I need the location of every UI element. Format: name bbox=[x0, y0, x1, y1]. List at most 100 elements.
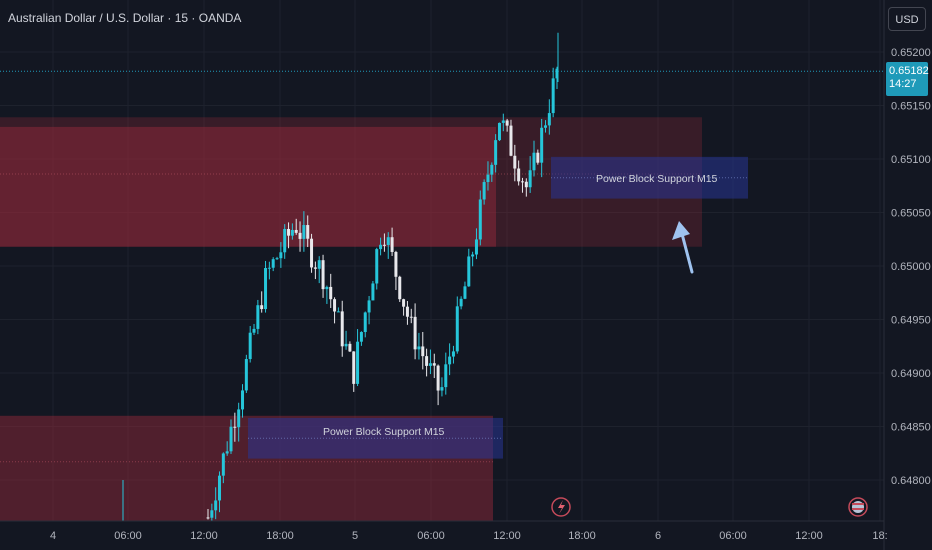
candle-body bbox=[356, 341, 360, 384]
candle-body bbox=[344, 343, 348, 347]
candle-body bbox=[348, 343, 352, 352]
candle-body bbox=[359, 332, 363, 342]
x-tick-label: 18:00 bbox=[266, 530, 294, 542]
candle-body bbox=[325, 286, 329, 290]
candle-body bbox=[260, 305, 264, 310]
candle-body bbox=[482, 182, 486, 200]
candle-body bbox=[333, 299, 337, 312]
candle-body bbox=[379, 244, 383, 250]
candle-body bbox=[221, 453, 225, 476]
candle-body bbox=[524, 181, 528, 188]
candle-body bbox=[547, 113, 551, 126]
candle-body bbox=[317, 260, 321, 269]
candle-body bbox=[279, 252, 283, 259]
candle-body bbox=[321, 260, 325, 290]
candle-body bbox=[298, 232, 302, 239]
candle-body bbox=[302, 225, 306, 239]
candle-body bbox=[214, 500, 218, 511]
x-tick-label: 18: bbox=[872, 530, 887, 542]
candle-body bbox=[425, 356, 429, 366]
candle-body bbox=[206, 517, 210, 519]
candle-body bbox=[252, 328, 256, 333]
candle-body bbox=[417, 346, 421, 350]
candle-body bbox=[241, 390, 245, 410]
candle-body bbox=[490, 164, 494, 175]
candle-body bbox=[352, 351, 356, 384]
candle-body bbox=[225, 451, 229, 454]
candle-body bbox=[275, 258, 279, 260]
x-tick-label: 12:00 bbox=[190, 530, 218, 542]
symbol-title[interactable]: Australian Dollar / U.S. Dollar · 15 · O… bbox=[8, 11, 242, 25]
candle-body bbox=[233, 426, 237, 428]
candle-body bbox=[505, 120, 509, 126]
candlestick-series bbox=[122, 32, 559, 521]
candle-body bbox=[306, 225, 310, 239]
y-tick-label: 0.65150 bbox=[891, 101, 931, 113]
x-tick-label: 18:00 bbox=[568, 530, 596, 542]
candle-body bbox=[451, 351, 455, 357]
candle-body bbox=[455, 306, 459, 352]
candle-body bbox=[264, 268, 268, 310]
flag-stripe bbox=[852, 503, 864, 505]
y-tick-label: 0.65000 bbox=[891, 261, 931, 273]
candle-body bbox=[313, 267, 317, 269]
candle-body bbox=[536, 152, 540, 163]
candle-body bbox=[413, 316, 417, 350]
candle-body bbox=[520, 181, 524, 183]
candle-body bbox=[290, 229, 294, 236]
candle-body bbox=[459, 298, 463, 307]
x-tick-label: 06:00 bbox=[417, 530, 445, 542]
candle-body bbox=[371, 283, 375, 301]
candle-body bbox=[532, 152, 536, 171]
candle-body bbox=[471, 254, 475, 257]
candle-body bbox=[382, 244, 386, 246]
candle-body bbox=[497, 122, 501, 141]
x-tick-label: 4 bbox=[50, 530, 56, 542]
chart-overlays bbox=[0, 70, 884, 517]
candle-body bbox=[543, 125, 547, 128]
candle-body bbox=[409, 316, 413, 318]
candle-body bbox=[436, 365, 440, 391]
candle-body bbox=[405, 306, 409, 317]
candle-body bbox=[310, 238, 314, 268]
candle-body bbox=[244, 359, 248, 391]
candle-body bbox=[444, 364, 448, 388]
candle-body bbox=[363, 312, 367, 333]
candle-body bbox=[394, 251, 398, 277]
bar-countdown: 14:27 bbox=[889, 78, 917, 90]
annotation-arrow-shaft bbox=[679, 228, 694, 274]
candle-body bbox=[428, 363, 432, 366]
candle-body bbox=[478, 199, 482, 240]
x-tick-label: 6 bbox=[655, 530, 661, 542]
candle-body bbox=[474, 239, 478, 255]
candle-body bbox=[283, 228, 287, 253]
candle-body bbox=[501, 120, 505, 123]
candle-body bbox=[271, 259, 275, 268]
candle-body bbox=[440, 387, 444, 391]
candle-body bbox=[517, 168, 521, 182]
candle-body bbox=[540, 127, 544, 163]
candle-body bbox=[210, 510, 214, 518]
chart-zones bbox=[0, 117, 748, 521]
candle-body bbox=[463, 286, 467, 299]
candle-body bbox=[390, 237, 394, 252]
candle-body bbox=[237, 409, 241, 428]
candle-body bbox=[386, 237, 390, 245]
last-price-value: 0.65182 bbox=[889, 65, 929, 77]
candle-body bbox=[509, 125, 513, 156]
y-tick-label: 0.65200 bbox=[891, 47, 931, 59]
price-axis: 0.65200 0.65150 0.65100 0.65050 0.65000 0.649… bbox=[891, 47, 931, 487]
y-tick-label: 0.64950 bbox=[891, 315, 931, 327]
candle-body bbox=[287, 228, 291, 236]
candle-body bbox=[329, 286, 333, 300]
x-tick-label: 06:00 bbox=[114, 530, 142, 542]
annotation-arrow-head bbox=[672, 221, 690, 240]
candle-body bbox=[551, 78, 555, 114]
currency-button[interactable]: USD bbox=[888, 7, 926, 31]
candle-body bbox=[336, 311, 340, 313]
lower-zone-label: Power Block Support M15 bbox=[323, 426, 445, 438]
x-tick-label: 12:00 bbox=[493, 530, 521, 542]
candle-body bbox=[494, 140, 498, 165]
candle-body bbox=[528, 170, 532, 188]
